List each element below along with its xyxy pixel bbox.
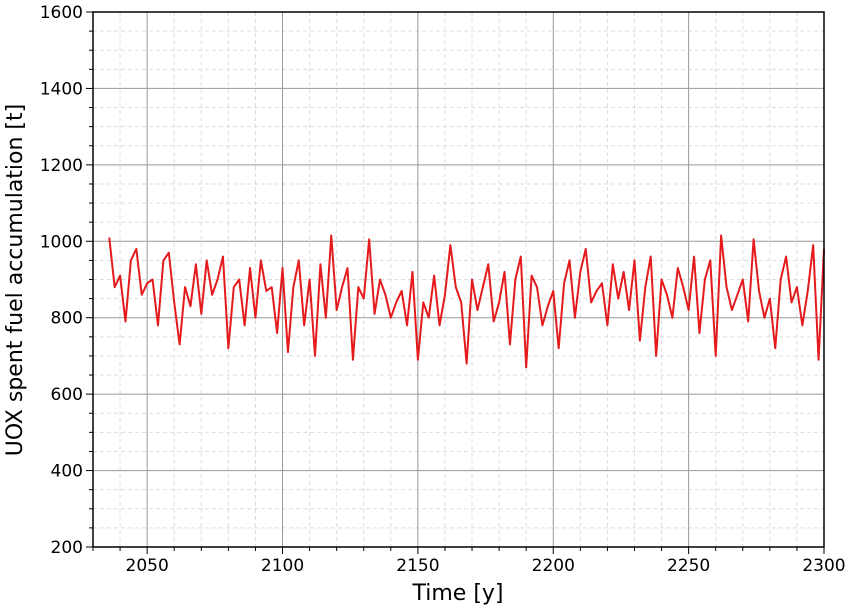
y-tick-label: 800 [51,309,83,329]
y-tick-label: 400 [51,462,83,482]
plot-frame [92,11,825,548]
x-tick-label: 2100 [261,556,304,576]
x-tick-label: 2250 [667,556,710,576]
y-axis-label: UOX spent fuel accumulation [t] [3,104,28,456]
y-tick-label: 1200 [40,156,83,176]
y-tick-label: 200 [51,538,83,558]
y-tick-label: 1400 [40,79,83,99]
y-tick-label: 1000 [40,232,83,252]
y-tick-label: 600 [51,385,83,405]
y-tick-label: 1600 [40,3,83,23]
data-line [108,234,825,369]
x-axis-label: Time [y] [411,581,503,606]
x-tick-label: 2150 [396,556,439,576]
x-tick-label: 2300 [802,556,845,576]
x-tick-label: 2050 [126,556,169,576]
x-tick-label: 2200 [532,556,575,576]
